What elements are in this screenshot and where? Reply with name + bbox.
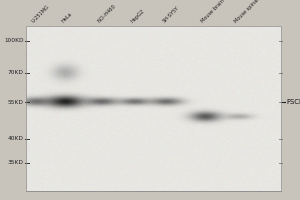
Text: U-251MG: U-251MG [31,4,51,24]
Text: FSCN1: FSCN1 [286,99,300,105]
Text: 55KD: 55KD [8,99,23,104]
Text: 35KD: 35KD [8,160,23,166]
Text: Mouse brain: Mouse brain [200,0,226,24]
Text: HepG2: HepG2 [130,8,146,24]
Bar [26,26,281,191]
Text: SH-SY5Y: SH-SY5Y [161,6,180,24]
Text: 70KD: 70KD [8,71,23,75]
Text: Mouse spinal cord: Mouse spinal cord [233,0,269,24]
Text: 40KD: 40KD [8,136,23,142]
Text: 100KD: 100KD [4,38,23,44]
Text: HeLa: HeLa [61,12,74,24]
Text: NCI-H460: NCI-H460 [97,4,117,24]
FancyBboxPatch shape [26,26,281,191]
